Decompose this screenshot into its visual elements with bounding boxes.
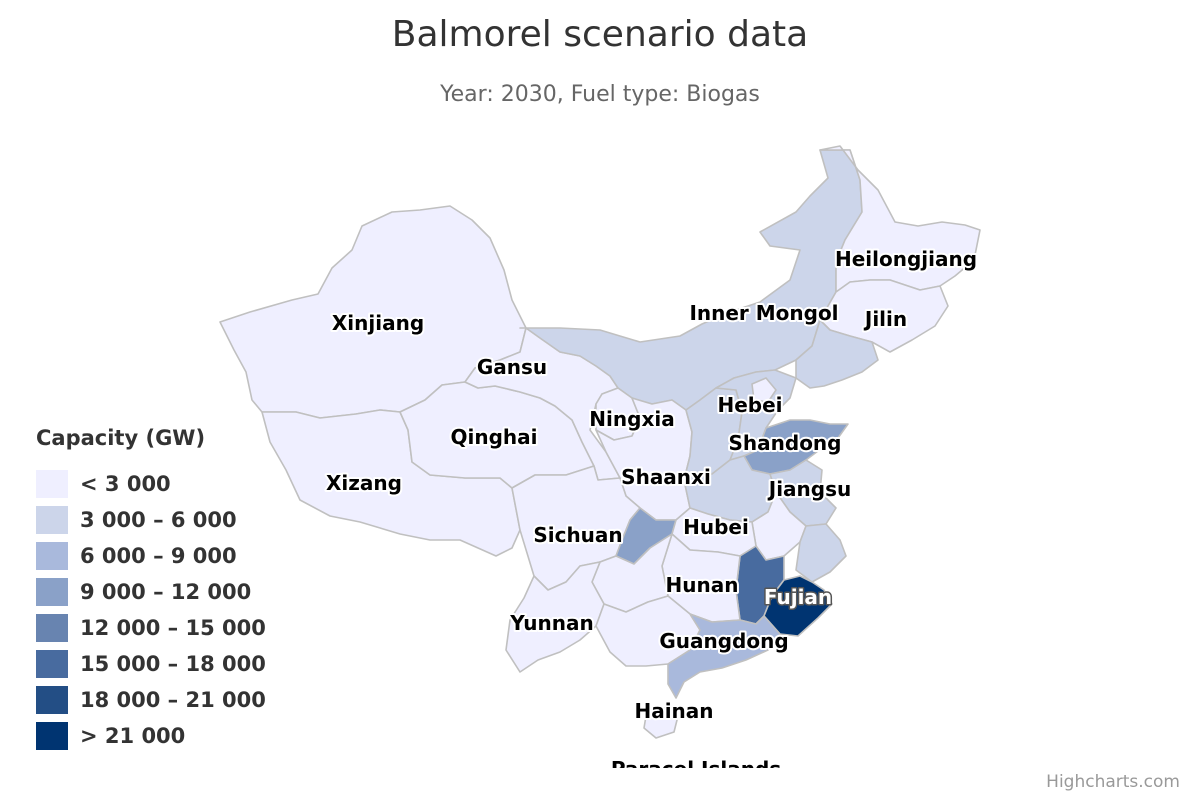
region-label-fujian: Fujian (764, 585, 832, 609)
region-guangdong[interactable] (667, 613, 781, 699)
region-label-xinjiang: Xinjiang (332, 311, 424, 335)
legend-swatch (36, 722, 68, 750)
region-hainan[interactable] (643, 707, 679, 739)
region-label-paracel-islands: Paracel Islands (611, 757, 781, 781)
region-label-guangdong: Guangdong (659, 629, 788, 653)
legend-swatch (36, 578, 68, 606)
region-paracel-islands[interactable] (700, 770, 725, 781)
region-label-yunnan: Yunnan (509, 611, 593, 635)
region-label-xizang: Xizang (326, 471, 402, 495)
legend-swatch (36, 650, 68, 678)
legend-label: 15 000 – 18 000 (80, 652, 266, 676)
region-label-jiangsu: Jiangsu (767, 477, 852, 501)
region-fujian[interactable] (763, 575, 833, 637)
legend-label: 9 000 – 12 000 (80, 580, 252, 604)
region-label-shaanxi: Shaanxi (621, 465, 711, 489)
region-label-inner-mongol: Inner Mongol (689, 301, 838, 325)
legend-item[interactable]: > 21 000 (36, 718, 266, 754)
legend-item[interactable]: 6 000 – 9 000 (36, 538, 266, 574)
region-label-ningxia: Ningxia (589, 407, 674, 431)
legend-label: > 21 000 (80, 724, 186, 748)
legend-swatch (36, 542, 68, 570)
region-beijing[interactable] (751, 377, 777, 403)
chart-title: Balmorel scenario data (391, 14, 809, 55)
legend-label: 18 000 – 21 000 (80, 688, 266, 712)
region-label-shandong: Shandong (729, 431, 842, 455)
region-label-sichuan: Sichuan (533, 523, 622, 547)
region-liaoning[interactable] (795, 319, 879, 389)
legend-swatch (36, 614, 68, 642)
legend-item[interactable]: 9 000 – 12 000 (36, 574, 266, 610)
region-label-heilongjiang: Heilongjiang (835, 247, 977, 271)
region-label-hunan: Hunan (666, 573, 739, 597)
legend-item[interactable]: 12 000 – 15 000 (36, 610, 266, 646)
legend-item[interactable]: 15 000 – 18 000 (36, 646, 266, 682)
region-label-hebei: Hebei (717, 393, 782, 417)
legend-item[interactable]: 3 000 – 6 000 (36, 502, 266, 538)
region-label-hainan: Hainan (634, 699, 713, 723)
legend-swatch (36, 686, 68, 714)
region-label-jilin: Jilin (863, 307, 907, 331)
legend-label: 3 000 – 6 000 (80, 508, 237, 532)
region-yunnan[interactable] (505, 561, 605, 673)
region-label-hubei: Hubei (683, 515, 749, 539)
region-zhejiang[interactable] (795, 523, 847, 583)
legend-item[interactable]: 18 000 – 21 000 (36, 682, 266, 718)
legend-title: Capacity (GW) (36, 426, 206, 450)
chart-subtitle: Year: 2030, Fuel type: Biogas (440, 82, 760, 107)
legend-label: < 3 000 (80, 472, 171, 496)
legend: Capacity (GW) < 3 000 3 000 – 6 000 6 00… (36, 426, 266, 754)
legend-item[interactable]: < 3 000 (36, 466, 266, 502)
legend-label: 12 000 – 15 000 (80, 616, 266, 640)
region-label-gansu: Gansu (477, 355, 547, 379)
legend-swatch (36, 470, 68, 498)
legend-label: 6 000 – 9 000 (80, 544, 237, 568)
region-label-qinghai: Qinghai (450, 425, 537, 449)
credits-link[interactable]: Highcharts.com (1046, 772, 1180, 792)
legend-swatch (36, 506, 68, 534)
